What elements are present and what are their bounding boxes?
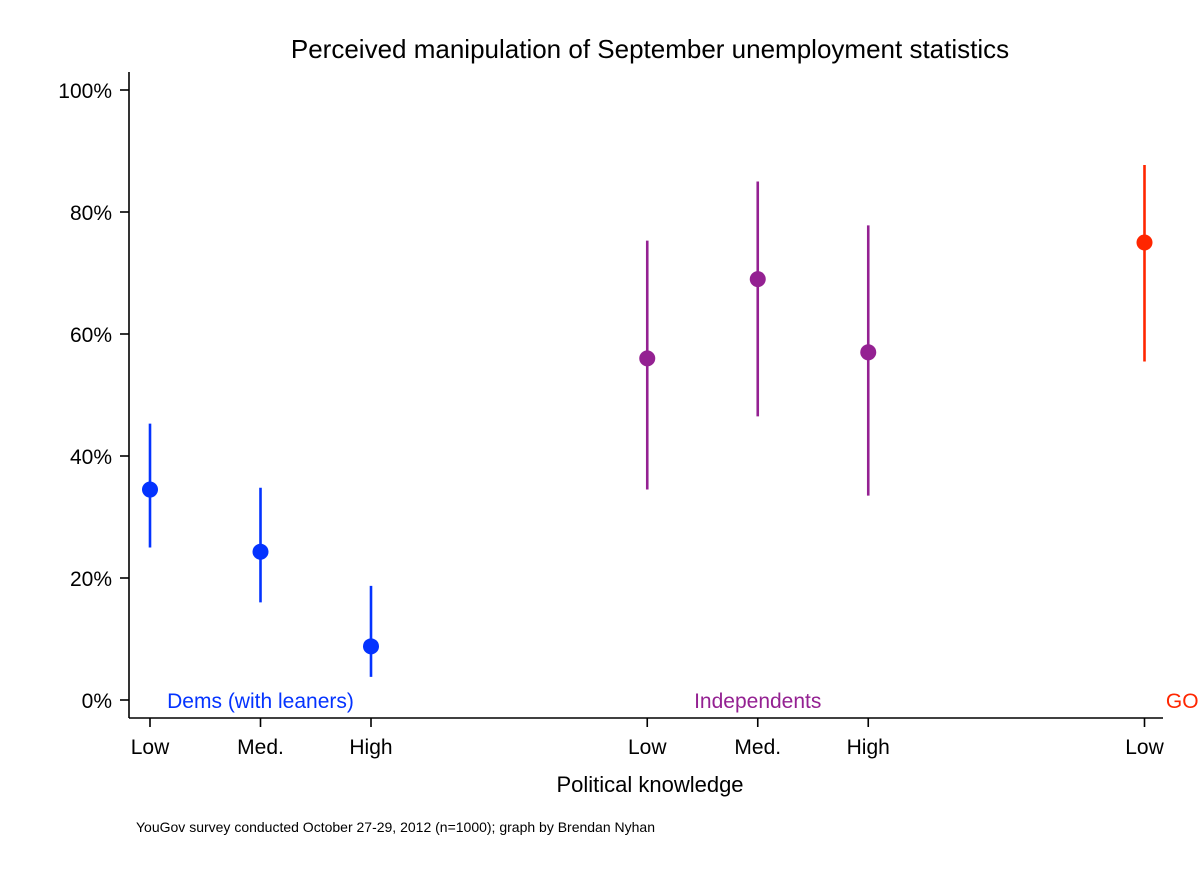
y-axis-ticks: 0% 20% 40% 60% 80% 100% [58,80,129,713]
x-tick-label: Med. [734,736,781,759]
x-tick-label: Low [628,736,667,759]
group-label: Dems (with leaners) [167,690,354,713]
data-point [363,638,379,655]
x-tick-label: High [349,736,392,759]
y-tick-label: 20% [70,568,112,591]
chart-caption: YouGov survey conducted October 27-29, 2… [136,819,655,835]
data-point [252,543,269,560]
x-tick-label: Low [131,736,170,759]
x-axis-title: Political knowledge [556,772,743,797]
chart-title: Perceived manipulation of September unem… [291,34,1009,64]
y-tick-label: 100% [58,80,112,103]
y-tick-label: 60% [70,324,112,347]
data-point [142,481,158,498]
y-tick-label: 80% [70,202,112,225]
y-tick-label: 40% [70,446,112,469]
data-point [639,350,656,367]
group-label: GOP (with leaners) [1166,690,1200,713]
y-tick-label: 0% [82,690,112,713]
group-labels: Dems (with leaners) Independents GOP (with… [167,690,1200,713]
x-tick-label: Low [1125,736,1164,759]
data-point [1136,234,1153,251]
x-tick-label: High [847,736,890,759]
data-point [749,271,766,288]
group-label: Independents [694,690,821,713]
data-point [860,344,877,361]
x-tick-label: Med. [237,736,284,759]
data-marks [142,165,1153,677]
